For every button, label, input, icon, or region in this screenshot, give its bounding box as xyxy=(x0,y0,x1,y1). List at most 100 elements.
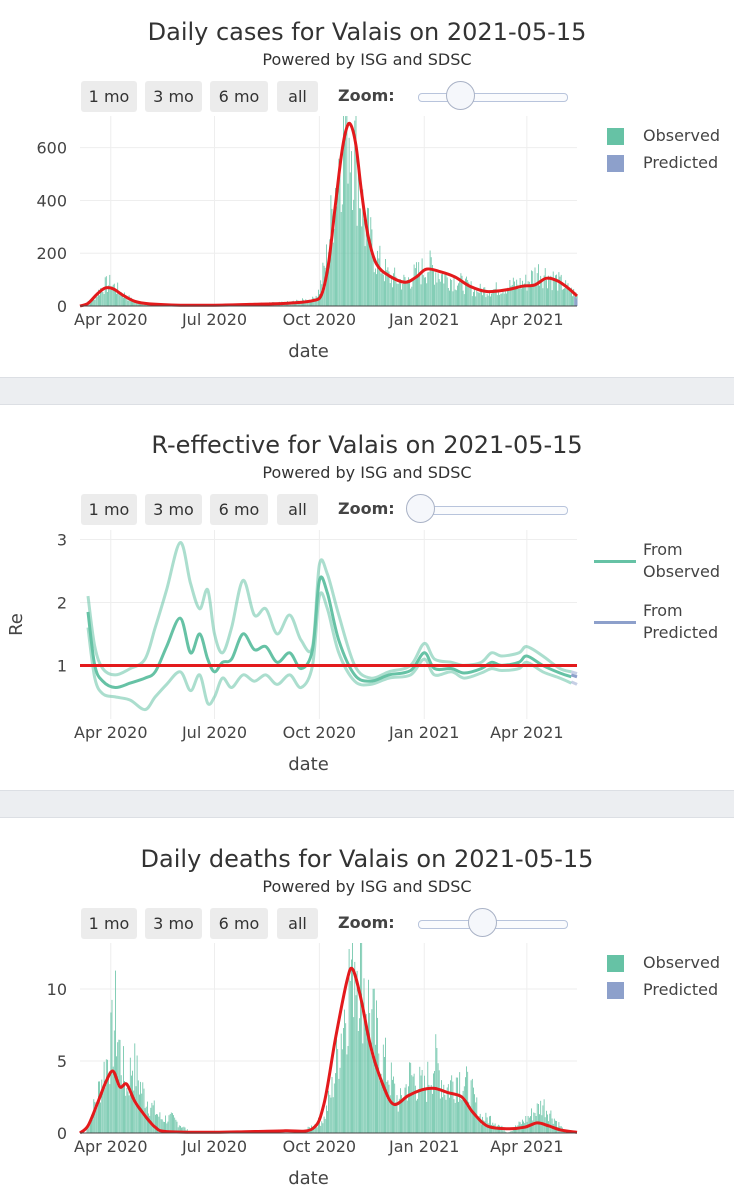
observed-bar xyxy=(433,268,434,306)
predicted-bar xyxy=(574,297,575,306)
observed-bar xyxy=(364,219,365,306)
observed-bar xyxy=(344,1010,345,1133)
observed-bar xyxy=(321,1121,322,1133)
observed-bar xyxy=(537,273,538,306)
observed-bar xyxy=(99,295,100,306)
y-tick-label: 0 xyxy=(57,297,67,316)
observed-bar xyxy=(358,1031,359,1133)
observed-bar xyxy=(103,292,104,306)
observed-bar xyxy=(486,1113,487,1133)
observed-bar xyxy=(535,268,536,307)
legend-item-from-predicted[interactable]: From Predicted xyxy=(594,601,724,645)
x-tick-label: Apr 2020 xyxy=(74,1137,147,1156)
observed-bar xyxy=(123,1046,124,1133)
observed-bar xyxy=(514,282,515,307)
observed-bar xyxy=(340,1068,341,1133)
observed-bar xyxy=(505,290,506,306)
observed-bar xyxy=(451,1075,452,1133)
observed-bar xyxy=(133,302,134,306)
observed-bar xyxy=(513,278,514,306)
observed-bar xyxy=(411,287,412,306)
observed-bar xyxy=(451,280,452,306)
observed-bar xyxy=(447,1088,448,1134)
observed-bars xyxy=(87,943,565,1133)
observed-bar xyxy=(368,208,369,306)
observed-bar xyxy=(472,296,473,306)
observed-bar xyxy=(551,1111,552,1134)
observed-bar xyxy=(361,226,362,306)
observed-bar xyxy=(354,962,355,1133)
observed-bar xyxy=(386,1082,387,1133)
observed-bar xyxy=(384,1057,385,1133)
observed-bar xyxy=(457,1078,458,1133)
observed-bar xyxy=(342,204,343,306)
observed-bar xyxy=(347,1054,348,1133)
observed-bar xyxy=(402,284,403,306)
observed-bar xyxy=(519,289,520,306)
observed-bar xyxy=(429,272,430,306)
observed-bar xyxy=(466,277,467,306)
predicted-r-line xyxy=(571,675,577,677)
y-tick-label: 3 xyxy=(57,530,67,549)
observed-bar xyxy=(458,1102,459,1133)
observed-bar xyxy=(392,1080,393,1133)
observed-bar xyxy=(106,276,107,306)
observed-bar xyxy=(441,1080,442,1133)
observed-bar xyxy=(561,275,562,306)
observed-bar xyxy=(482,1117,483,1133)
observed-bar xyxy=(329,1095,330,1133)
observed-bar xyxy=(337,1049,338,1133)
observed-bar xyxy=(109,1084,110,1133)
observed-bar xyxy=(466,1066,467,1133)
observed-bar xyxy=(413,280,414,306)
observed-bar xyxy=(472,1079,473,1133)
observed-bar xyxy=(570,292,571,306)
observed-bar xyxy=(398,1112,399,1133)
observed-bar xyxy=(362,1043,363,1133)
observed-bar xyxy=(522,281,523,306)
observed-swatch xyxy=(607,955,624,972)
observed-bar xyxy=(349,138,350,306)
y-tick-label: 400 xyxy=(36,191,67,210)
observed-bar xyxy=(461,1099,462,1133)
observed-bar xyxy=(421,1076,422,1134)
observed-bar xyxy=(475,296,476,306)
x-tick-label: Jul 2020 xyxy=(181,1137,247,1156)
legend-item-from-observed[interactable]: From Observed xyxy=(594,540,724,584)
observed-bar xyxy=(109,275,110,306)
observed-bar xyxy=(434,1071,435,1133)
observed-swatch xyxy=(607,128,624,145)
y-tick-label: 5 xyxy=(57,1052,67,1071)
observed-bar xyxy=(470,1109,471,1133)
observed-bar xyxy=(107,1060,108,1133)
observed-bar xyxy=(474,288,475,306)
observed-bar xyxy=(328,1091,329,1133)
observed-bar xyxy=(449,291,450,306)
observed-bar xyxy=(112,1000,113,1133)
observed-bar xyxy=(120,295,121,306)
observed-bar xyxy=(406,281,407,306)
observed-bar xyxy=(323,1123,324,1133)
observed-bar xyxy=(463,291,464,306)
observed-bar xyxy=(343,1028,344,1133)
observed-bar xyxy=(339,1079,340,1133)
observed-bar xyxy=(418,262,419,306)
observed-bar xyxy=(556,1121,557,1133)
observed-bar xyxy=(442,1097,443,1133)
observed-bar xyxy=(554,281,555,306)
x-tick-label: Apr 2020 xyxy=(74,723,147,742)
observed-bar xyxy=(401,290,402,307)
observed-bar xyxy=(459,1072,460,1133)
observed-bar xyxy=(380,1081,381,1133)
observed-bar xyxy=(396,1102,397,1133)
observed-bar xyxy=(490,1116,491,1133)
observed-bar xyxy=(375,269,376,307)
observed-bar xyxy=(417,1099,418,1133)
observed-bar xyxy=(546,280,547,306)
observed-bar xyxy=(410,289,411,306)
observed-bar xyxy=(374,272,375,306)
observed-bar xyxy=(402,1101,403,1133)
observed-bar xyxy=(311,302,312,306)
observed-bar xyxy=(437,1048,438,1133)
